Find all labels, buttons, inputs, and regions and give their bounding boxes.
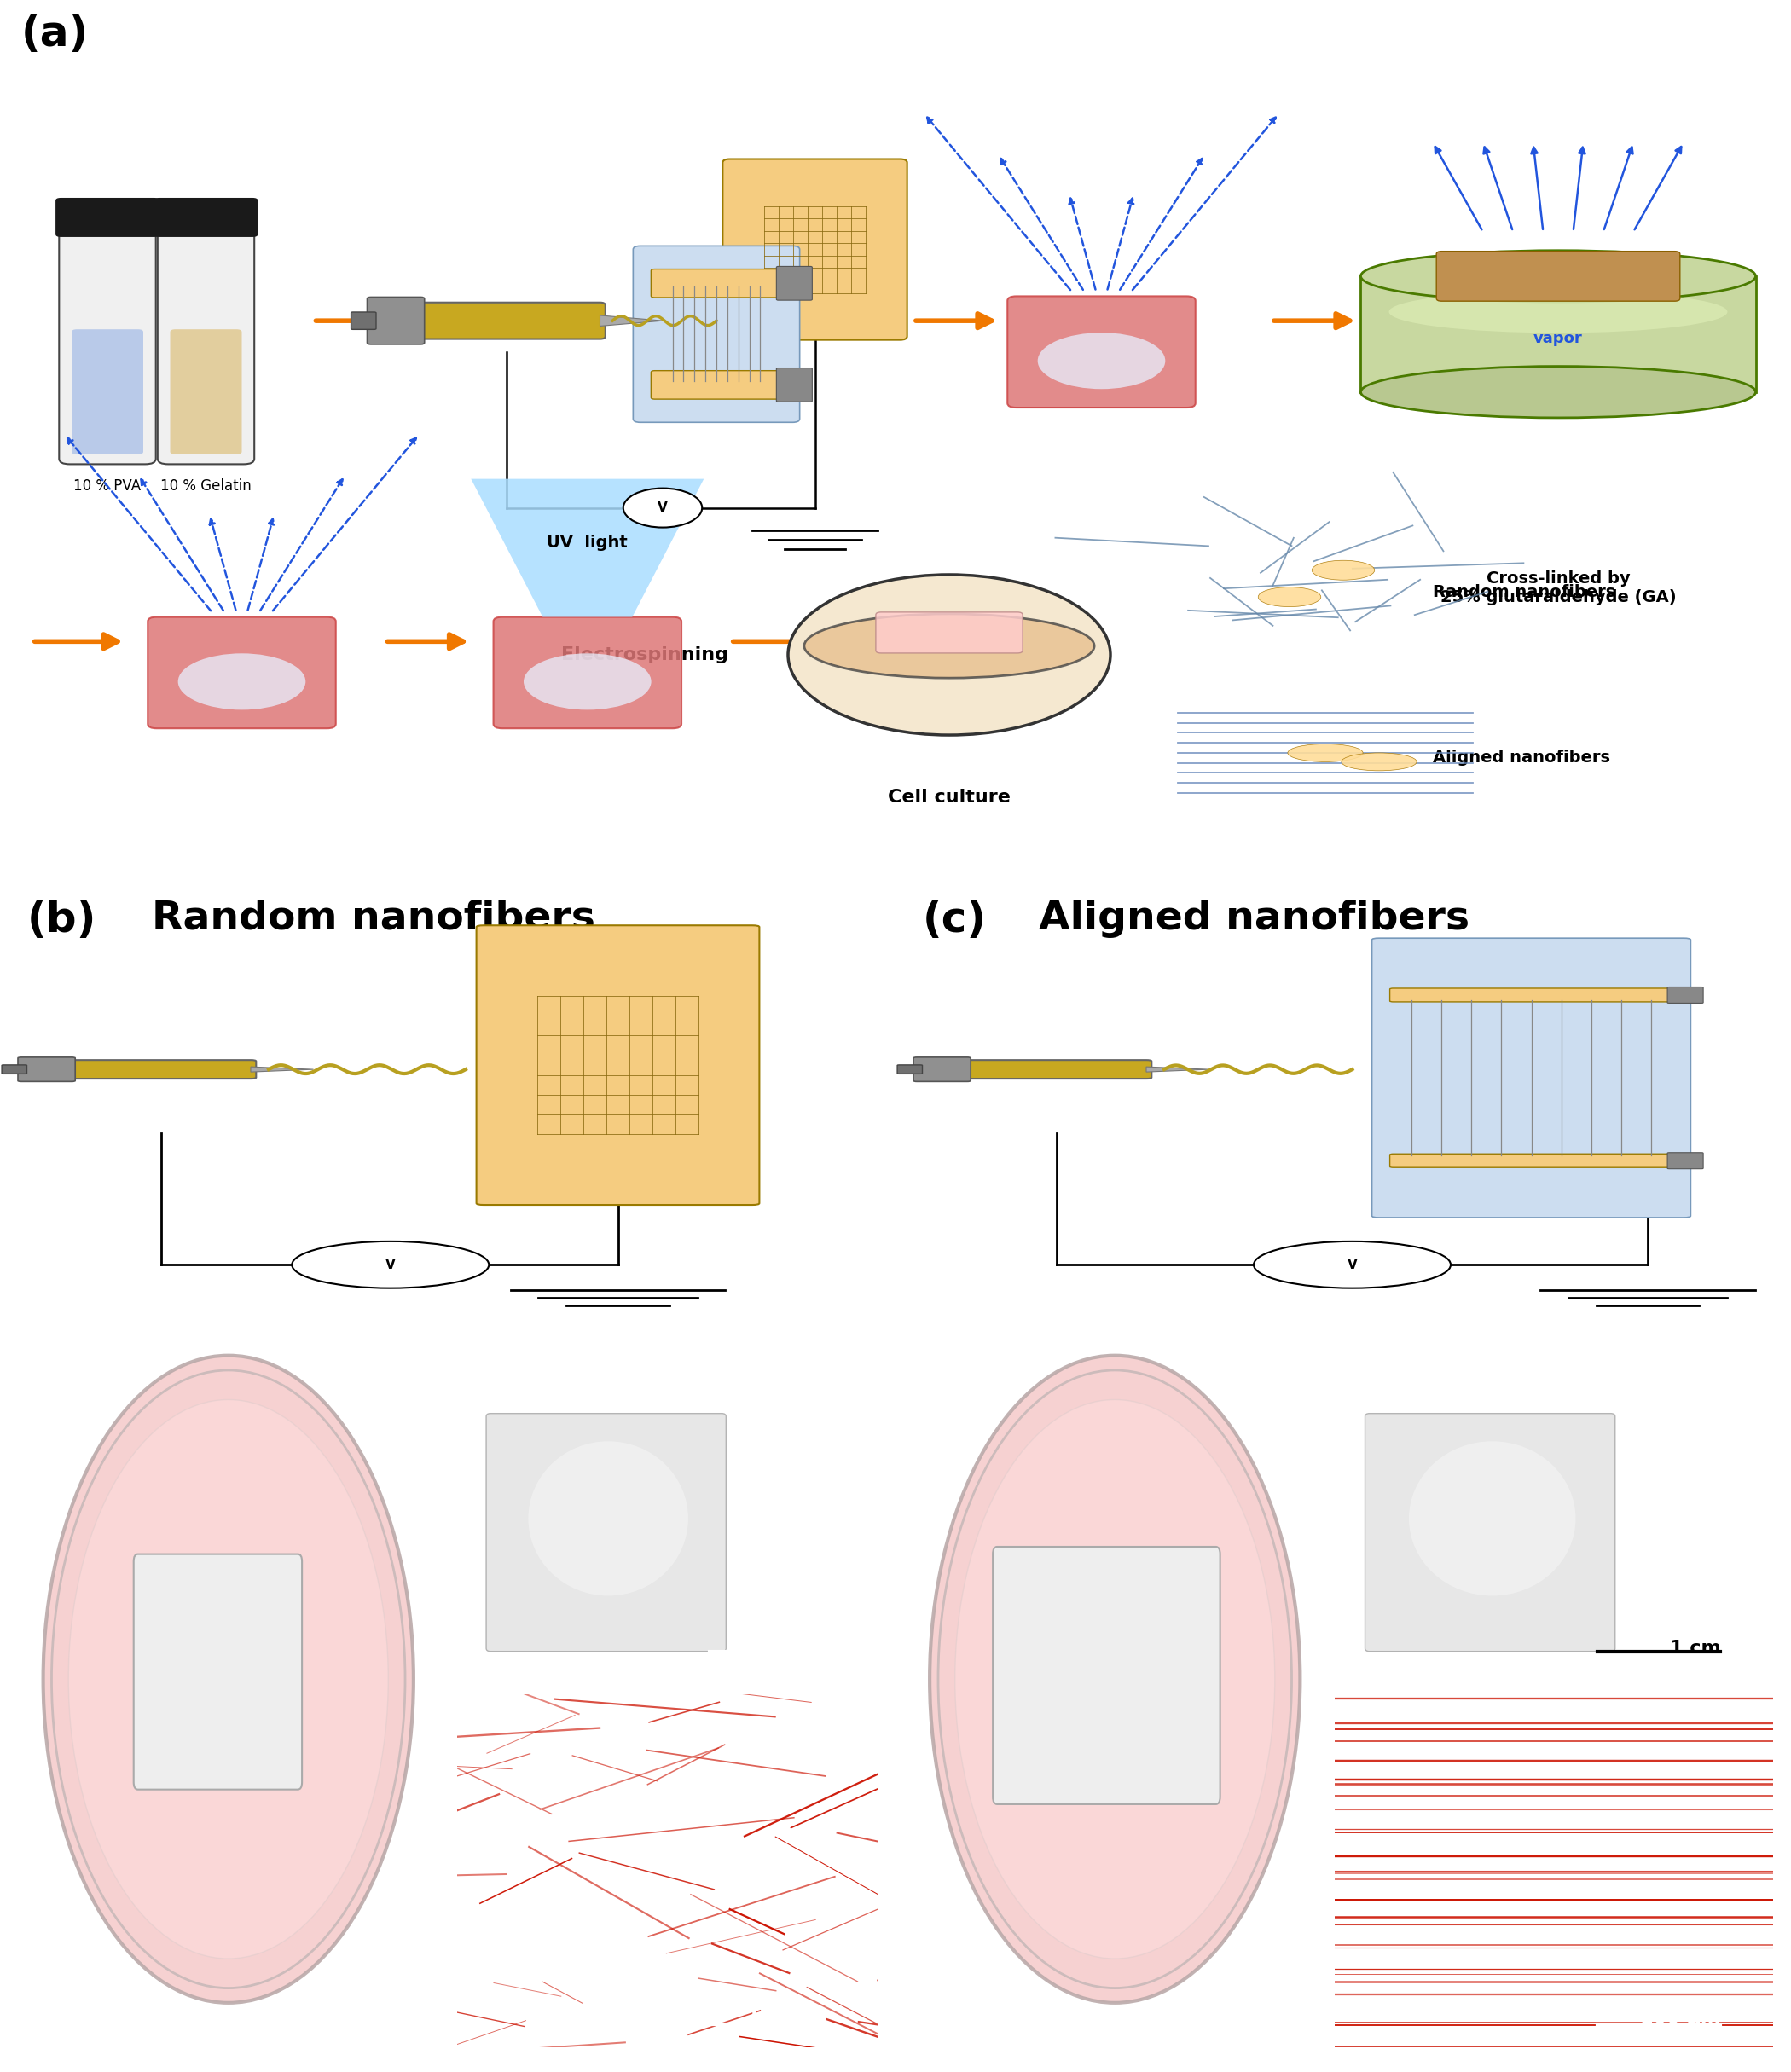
Ellipse shape [804,613,1094,678]
Text: Aligned nanofibers: Aligned nanofibers [1433,750,1610,765]
FancyBboxPatch shape [962,1061,1152,1080]
FancyBboxPatch shape [777,267,813,300]
Text: Cell culture: Cell culture [888,789,1010,806]
Circle shape [292,1241,489,1289]
FancyBboxPatch shape [66,1061,256,1080]
FancyBboxPatch shape [1372,939,1691,1218]
Text: 0.5 cm: 0.5 cm [756,1639,827,1658]
Text: 10 % Gelatin: 10 % Gelatin [161,479,251,493]
Ellipse shape [1288,744,1363,762]
Text: V: V [657,501,668,514]
FancyBboxPatch shape [154,197,258,236]
FancyBboxPatch shape [485,1413,725,1651]
Text: (c): (c) [922,899,987,941]
Polygon shape [251,1067,313,1071]
Circle shape [623,489,702,528]
Text: Electrospinning: Electrospinning [561,646,729,663]
FancyBboxPatch shape [72,329,143,454]
Polygon shape [471,479,704,617]
FancyBboxPatch shape [158,203,254,464]
Circle shape [1254,1241,1451,1289]
FancyBboxPatch shape [59,203,156,464]
FancyBboxPatch shape [134,1554,303,1790]
FancyBboxPatch shape [18,1057,75,1082]
Text: 1 cm: 1 cm [52,2008,109,2028]
FancyBboxPatch shape [56,197,159,236]
Ellipse shape [1390,290,1727,334]
FancyBboxPatch shape [1365,1413,1615,1651]
Text: 1 cm: 1 cm [1669,1639,1721,1658]
FancyBboxPatch shape [476,926,759,1204]
Polygon shape [600,315,663,325]
Text: (b): (b) [27,899,97,941]
FancyBboxPatch shape [367,296,424,344]
FancyBboxPatch shape [913,1057,971,1082]
Text: Aligned nanofibers: Aligned nanofibers [1039,899,1470,939]
Ellipse shape [1037,334,1166,390]
FancyBboxPatch shape [1436,251,1680,300]
Ellipse shape [1410,1442,1576,1595]
Ellipse shape [1341,752,1417,771]
Circle shape [68,1401,389,1958]
FancyBboxPatch shape [1007,296,1196,408]
Ellipse shape [1361,251,1755,303]
FancyBboxPatch shape [351,313,376,329]
Ellipse shape [523,653,652,711]
FancyBboxPatch shape [777,369,813,402]
Text: vapor: vapor [1533,332,1583,346]
Text: UV  light: UV light [546,535,629,551]
FancyBboxPatch shape [634,247,799,423]
FancyBboxPatch shape [1667,986,1703,1003]
Circle shape [788,574,1110,736]
FancyBboxPatch shape [876,611,1023,653]
FancyBboxPatch shape [1667,1152,1703,1169]
Circle shape [955,1401,1275,1958]
FancyBboxPatch shape [652,371,783,400]
Circle shape [43,1355,414,2004]
Text: V: V [385,1258,396,1270]
Text: Cross-linked by
25% glutaraldehyde (GA): Cross-linked by 25% glutaraldehyde (GA) [1440,570,1676,605]
Polygon shape [1146,1067,1209,1071]
FancyBboxPatch shape [170,329,242,454]
Text: 100 μm: 100 μm [1641,2010,1721,2026]
FancyBboxPatch shape [494,617,681,729]
FancyBboxPatch shape [416,303,605,340]
FancyBboxPatch shape [897,1065,922,1073]
FancyBboxPatch shape [1390,988,1673,1003]
Text: 100 μm: 100 μm [747,2010,827,2026]
Ellipse shape [177,653,306,711]
FancyBboxPatch shape [724,160,908,340]
Text: Random nanofibers: Random nanofibers [152,899,596,939]
Text: Random nanofibers: Random nanofibers [1433,584,1615,601]
Text: 10 % PVA: 10 % PVA [73,479,141,493]
FancyBboxPatch shape [652,269,783,298]
FancyBboxPatch shape [992,1546,1220,1805]
FancyBboxPatch shape [2,1065,27,1073]
Text: (a): (a) [21,12,90,54]
Text: V: V [1347,1258,1358,1270]
FancyBboxPatch shape [1361,276,1755,392]
Text: 1 cm: 1 cm [938,2008,996,2028]
Ellipse shape [1361,367,1755,419]
Circle shape [930,1355,1300,2004]
Ellipse shape [1257,586,1322,607]
Ellipse shape [1311,559,1375,580]
FancyBboxPatch shape [1390,1154,1673,1167]
Ellipse shape [528,1442,688,1595]
FancyBboxPatch shape [147,617,337,729]
